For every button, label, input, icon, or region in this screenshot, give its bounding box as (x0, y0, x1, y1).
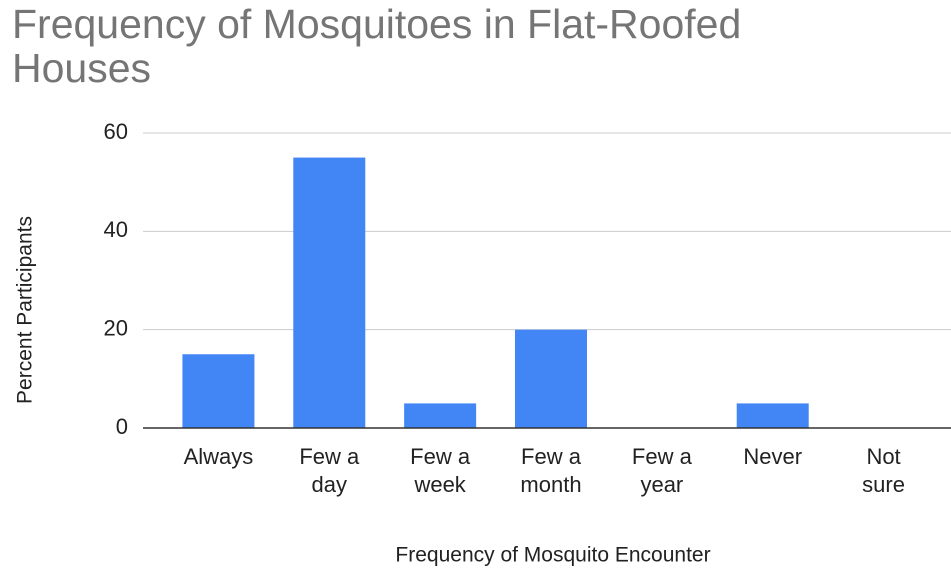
bar (736, 403, 809, 428)
x-tick-line: week (413, 472, 466, 497)
y-axis-label: Percent Participants (14, 216, 37, 404)
y-tick-label: 60 (104, 119, 128, 144)
bar (182, 354, 255, 428)
x-tick-label: Always (184, 444, 254, 469)
x-tick-line: year (640, 472, 683, 497)
bar (515, 329, 587, 428)
y-tick-label: 0 (116, 414, 128, 439)
x-tick-line: month (520, 472, 581, 497)
x-tick-label: Few a day (299, 444, 360, 497)
y-tick-label: 40 (104, 217, 128, 242)
bar (404, 403, 477, 428)
x-tick-line: Not (866, 444, 900, 469)
x-tick-line: Few a (410, 444, 471, 469)
chart-title: Frequency of Mosquitoes in Flat-Roofed H… (12, 1, 742, 91)
x-tick-line: Few a (521, 444, 582, 469)
x-tick-line: Few a (299, 444, 360, 469)
x-tick-label: Few a month (520, 444, 581, 497)
x-tick-label: Few a week (410, 444, 471, 497)
x-axis-label: Frequency of Mosquito Encounter (395, 544, 710, 567)
bar (293, 157, 366, 429)
x-tick-line: sure (862, 472, 905, 497)
x-tick-label: Few a year (632, 444, 693, 497)
y-tick-label: 20 (104, 315, 128, 340)
x-tick-label: Not sure (862, 444, 905, 497)
x-tick-label: Never (743, 444, 802, 469)
x-tick-line: day (312, 472, 347, 497)
x-tick-line: Few a (632, 444, 693, 469)
